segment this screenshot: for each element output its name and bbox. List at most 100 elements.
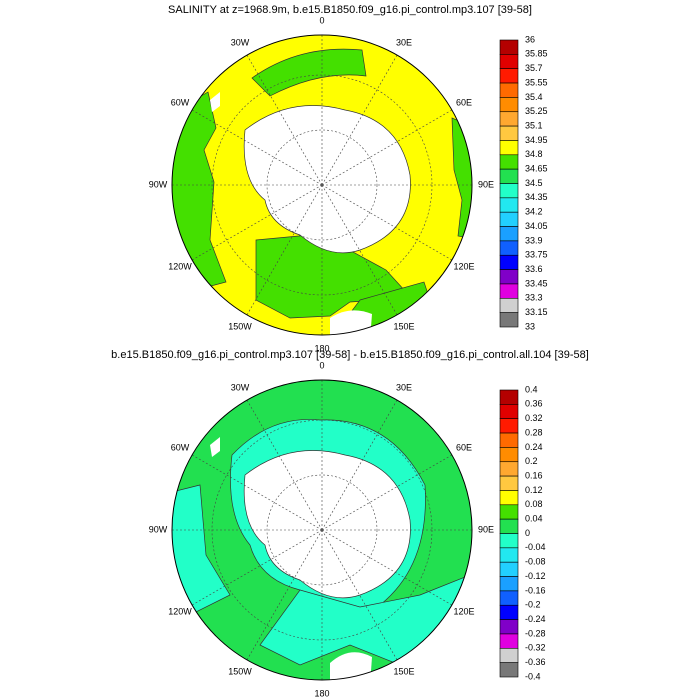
meridian xyxy=(246,529,323,661)
lon-label: 120W xyxy=(168,261,192,271)
colorbar-label: -0.04 xyxy=(525,542,546,552)
colorbar-label: 0.32 xyxy=(525,413,543,423)
lon-label: 150W xyxy=(228,666,252,676)
map xyxy=(172,380,472,680)
meridian xyxy=(321,54,398,186)
colorbar-box xyxy=(499,561,519,577)
panel-title: SALINITY at z=1968.9m, b.e15.B1850.f09_g… xyxy=(168,4,532,16)
colorbar-label: 33 xyxy=(525,321,535,331)
colorbar-label: 34.5 xyxy=(525,178,543,188)
colorbar-label: 33.15 xyxy=(525,307,548,317)
meridian xyxy=(191,184,323,261)
lon-label: 0 xyxy=(319,15,324,25)
colorbar-box xyxy=(499,183,519,199)
colorbar-box xyxy=(499,633,519,649)
lon-label: 30E xyxy=(396,382,412,392)
colorbar-label: 0.12 xyxy=(525,485,543,495)
colorbar-box xyxy=(499,490,519,506)
colorbar-box xyxy=(499,154,519,170)
colorbar-label: 0.2 xyxy=(525,456,538,466)
meridian xyxy=(321,454,453,531)
colorbar-box xyxy=(499,140,519,156)
colorbar-box xyxy=(499,226,519,242)
colorbar-box xyxy=(499,418,519,434)
colorbar-box xyxy=(499,404,519,420)
meridian xyxy=(246,54,323,186)
colorbar-label: 0.4 xyxy=(525,384,538,394)
colorbar-box xyxy=(499,647,519,663)
colorbar-label: -0.24 xyxy=(525,614,546,624)
colorbar-label: 34.65 xyxy=(525,164,548,174)
colorbar-box xyxy=(499,604,519,620)
lon-label: 60E xyxy=(456,97,472,107)
colorbar-label: 33.3 xyxy=(525,293,543,303)
colorbar-box xyxy=(499,269,519,285)
lon-label: 0 xyxy=(319,360,324,370)
colorbar-box xyxy=(499,389,519,405)
lon-label: 150E xyxy=(393,666,414,676)
lon-label: 120E xyxy=(454,606,475,616)
colorbar-box xyxy=(499,68,519,84)
colorbar-label: 35.25 xyxy=(525,106,548,116)
meridian xyxy=(321,184,453,261)
colorbar-label: 34.8 xyxy=(525,149,543,159)
meridian xyxy=(246,184,323,316)
lon-label: 90E xyxy=(478,179,494,189)
lat-circle xyxy=(266,129,378,241)
colorbar-box xyxy=(499,82,519,98)
map-border xyxy=(171,34,473,336)
meridian xyxy=(321,109,453,186)
lon-label: 30W xyxy=(231,37,250,47)
colorbar-label: 34.35 xyxy=(525,192,548,202)
colorbar-label: 0.04 xyxy=(525,514,543,524)
colorbar-box xyxy=(499,297,519,313)
lon-label: 180 xyxy=(314,343,329,353)
colorbar-label: 34.05 xyxy=(525,221,548,231)
colorbar-box xyxy=(499,312,519,328)
lon-label: 30W xyxy=(231,382,250,392)
colorbar-box xyxy=(499,475,519,491)
colorbar-box xyxy=(499,662,519,678)
colorbar-box xyxy=(499,547,519,563)
colorbar-box xyxy=(499,619,519,635)
colorbar-box xyxy=(499,504,519,520)
lat-circle xyxy=(266,474,378,586)
colorbar-label: 0 xyxy=(525,528,530,538)
lon-label: 120W xyxy=(168,606,192,616)
lon-label: 30E xyxy=(396,37,412,47)
meridian xyxy=(191,454,323,531)
colorbar-label: -0.4 xyxy=(525,671,541,681)
meridian xyxy=(246,399,323,531)
colorbar-box xyxy=(499,576,519,592)
colorbar-box xyxy=(499,111,519,127)
colorbar-label: 33.45 xyxy=(525,278,548,288)
lon-label: 90W xyxy=(149,524,168,534)
colorbar-box xyxy=(499,97,519,113)
colorbar-label: -0.12 xyxy=(525,571,546,581)
colorbar-label: -0.36 xyxy=(525,657,546,667)
colorbar-box xyxy=(499,125,519,141)
colorbar-box xyxy=(499,54,519,69)
colorbar-box xyxy=(499,254,519,270)
colorbar-label: 0.08 xyxy=(525,499,543,509)
colorbar-box xyxy=(499,590,519,606)
map-border xyxy=(171,379,473,681)
colorbar-box xyxy=(499,211,519,227)
lon-label: 180 xyxy=(314,688,329,698)
colorbar-box xyxy=(499,283,519,299)
lon-label: 90E xyxy=(478,524,494,534)
map xyxy=(172,35,472,335)
colorbar-label: -0.2 xyxy=(525,600,541,610)
colorbar-label: 0.28 xyxy=(525,427,543,437)
meridian xyxy=(321,529,398,661)
colorbar-box xyxy=(499,461,519,477)
lon-label: 90W xyxy=(149,179,168,189)
colorbar-box xyxy=(499,197,519,213)
lon-label: 150E xyxy=(393,321,414,331)
colorbar-label: 33.6 xyxy=(525,264,543,274)
meridian xyxy=(321,529,453,606)
colorbar-label: 35.1 xyxy=(525,120,543,130)
colorbar-box xyxy=(499,518,519,534)
colorbar-label: -0.32 xyxy=(525,643,546,653)
